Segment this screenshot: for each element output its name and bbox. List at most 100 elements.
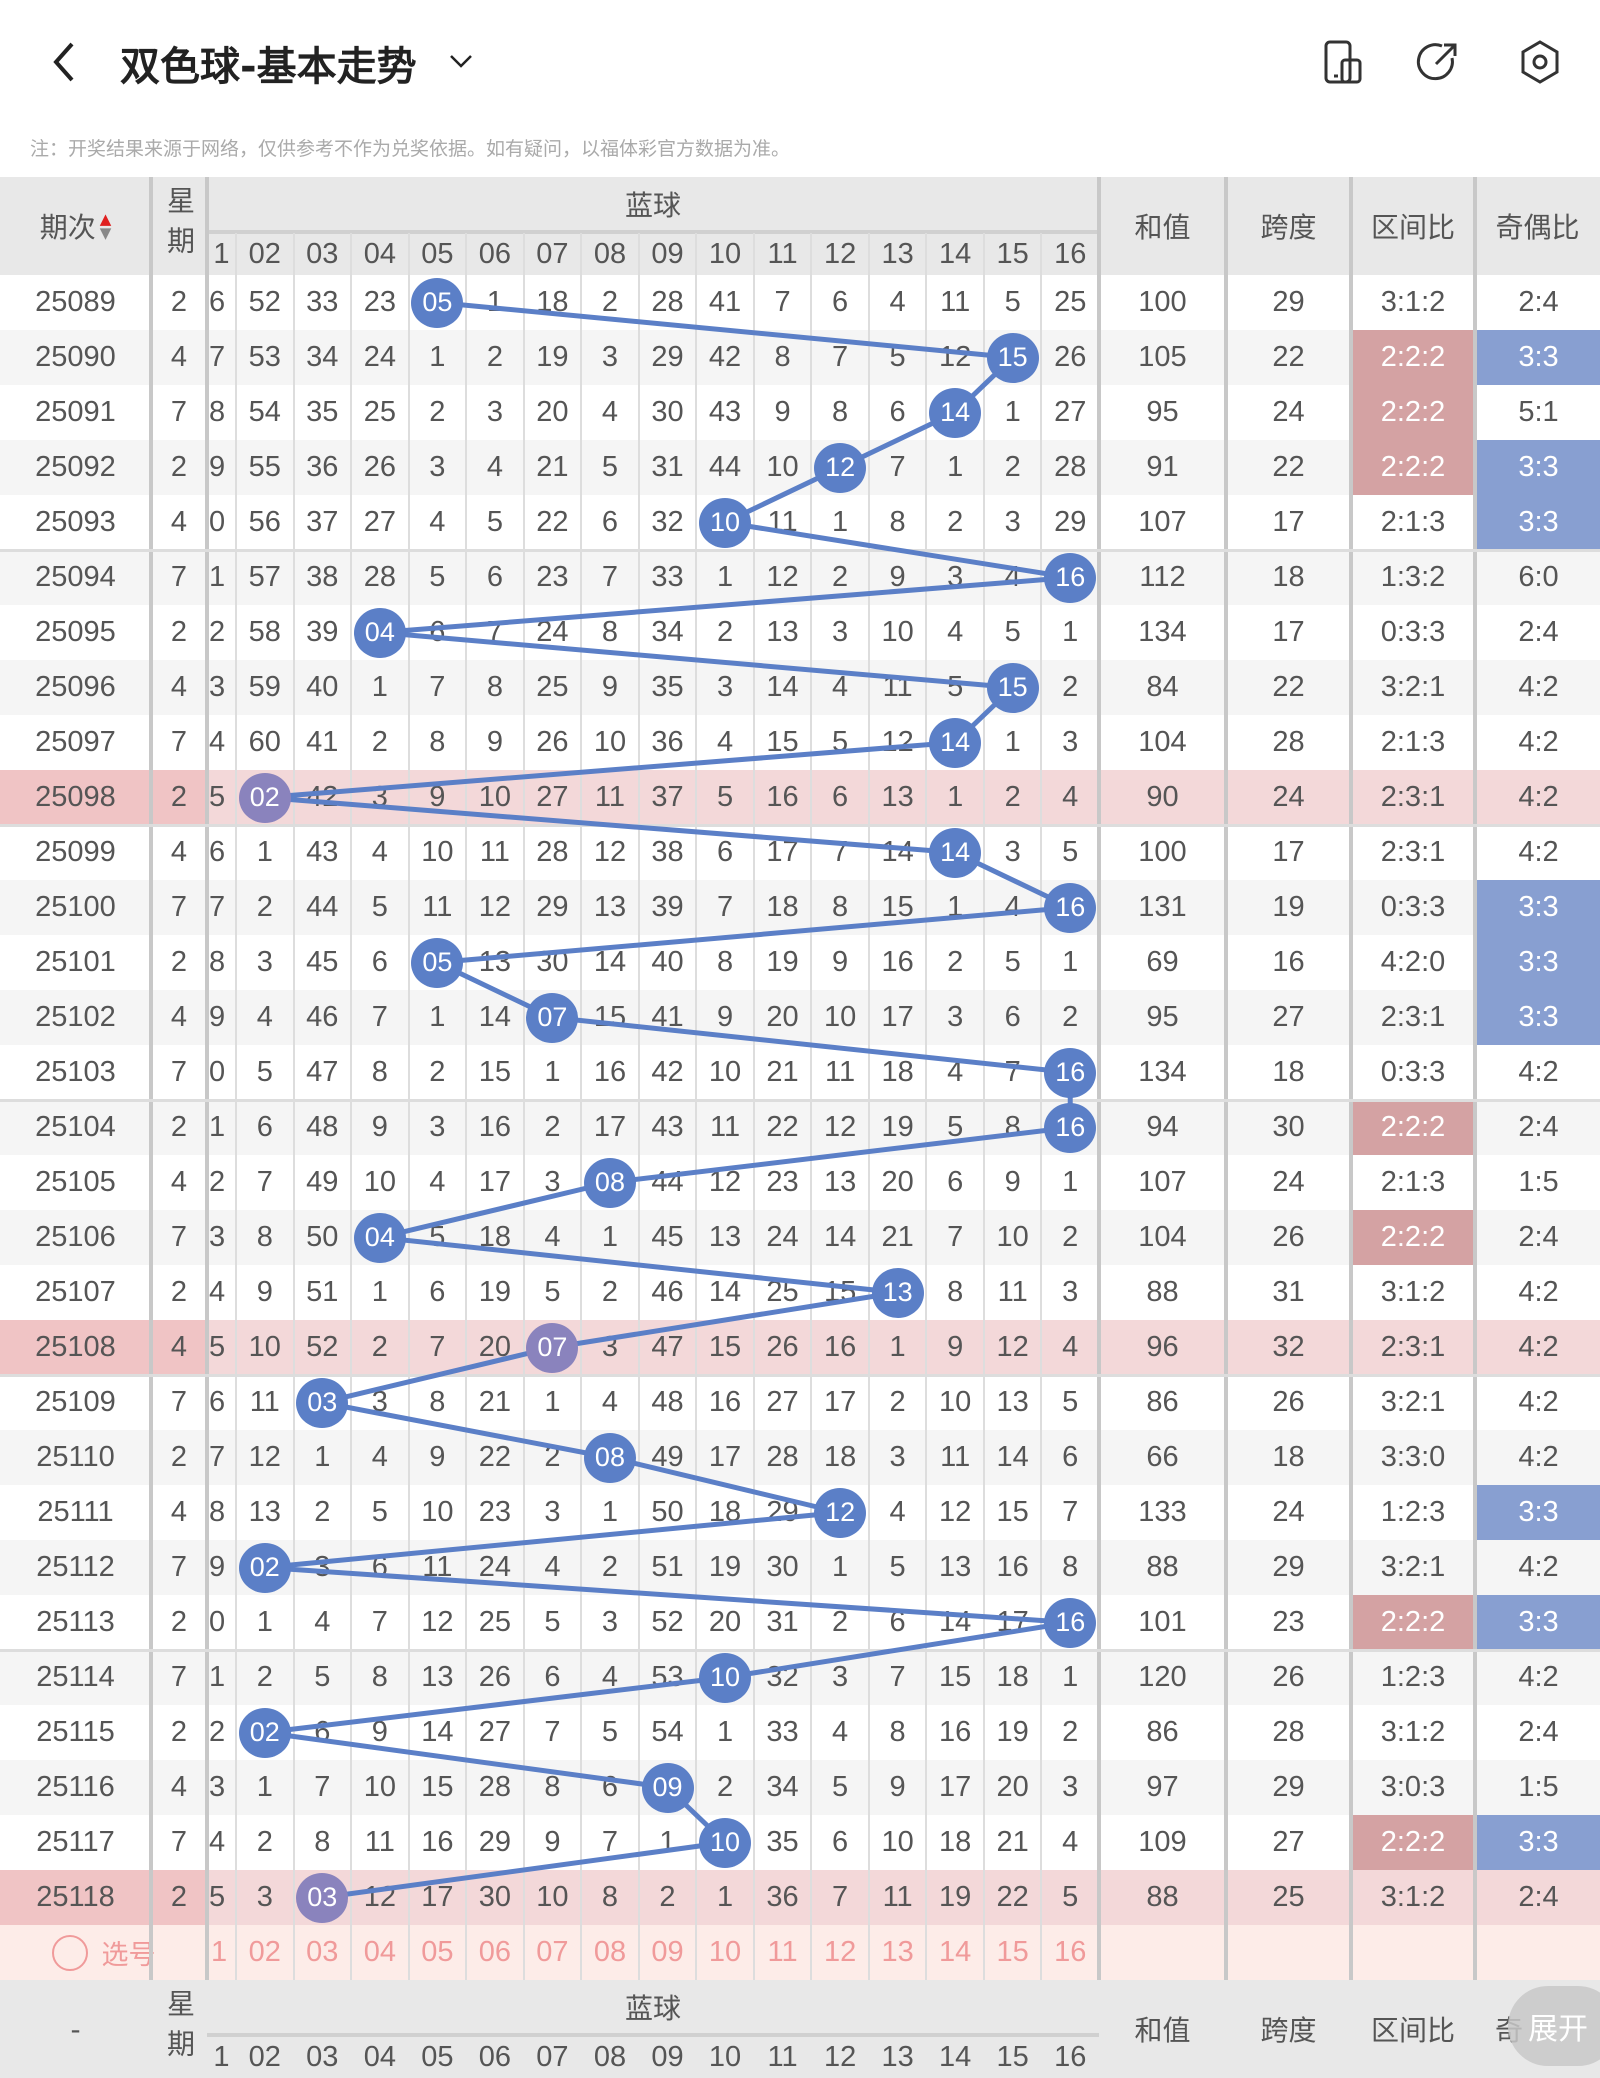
sum-cell: 105 [1138,341,1187,373]
miss-count-cell: 1 [209,1661,226,1693]
miss-count-cell: 1 [256,1771,273,1803]
select-number-16[interactable]: 16 [1054,1936,1087,1968]
table-row [0,1870,1600,1925]
miss-count-cell: 5 [209,1331,226,1363]
sum-cell: 112 [1139,561,1186,593]
weekday-cell: 2 [170,1716,188,1748]
miss-count-cell: 8 [256,1221,273,1253]
miss-count-cell: 2 [1062,1716,1079,1748]
select-number-07[interactable]: 07 [536,1936,569,1968]
back-icon[interactable] [40,38,88,86]
miss-count-cell: 17 [939,1771,972,1803]
miss-count-cell: 12 [939,1496,972,1528]
miss-count-cell: 8 [947,1276,964,1308]
miss-count-cell: 11 [364,1826,395,1858]
sort-icon[interactable]: ▲ ▼ [99,210,112,242]
miss-count-cell: 25 [536,671,569,703]
group-divider [0,549,1600,552]
miss-count-cell: 11 [422,1551,453,1583]
blue-ball: 02 [238,1542,291,1593]
sum-cell: 96 [1146,1331,1179,1363]
miss-count-cell: 3 [371,1386,388,1418]
phone-icon[interactable] [1320,38,1368,86]
miss-count-cell: 3 [256,946,273,978]
span-cell: 30 [1272,1111,1305,1143]
header-period[interactable]: 期次 ▲ ▼ [0,177,151,275]
group-divider [0,824,1600,827]
column-divider [982,233,985,1980]
expand-button[interactable]: 展开 [1508,1986,1600,2066]
select-number-1[interactable]: 1 [211,1936,228,1968]
odd-even-cell: 4:2 [1518,726,1559,758]
table-row [0,1815,1600,1870]
miss-count-cell: 5 [544,1606,561,1638]
select-number-14[interactable]: 14 [939,1936,972,1968]
miss-count-cell: 45 [651,1221,684,1253]
miss-count-cell: 1 [544,1056,561,1088]
weekday-cell: 7 [170,1826,188,1858]
select-number-06[interactable]: 06 [478,1936,512,1968]
miss-count-cell: 15 [421,1771,454,1803]
miss-count-cell: 4 [371,836,388,868]
header-blue-number: 16 [1041,233,1099,275]
sum-cell: 88 [1146,1551,1179,1583]
miss-count-cell: 1 [659,1826,676,1858]
miss-count-cell: 1 [716,1881,734,1913]
interval-ratio-cell: 3:3:0 [1380,1441,1446,1473]
miss-count-cell: 6 [601,1771,619,1803]
miss-count-cell: 15 [996,1496,1029,1528]
miss-count-cell: 5 [889,341,906,373]
miss-count-cell: 3 [947,561,964,593]
select-row [0,1925,1600,1980]
miss-count-cell: 20 [708,1606,742,1638]
odd-even-cell: 2:4 [1518,1881,1559,1913]
radio-circle-icon[interactable] [51,1934,88,1971]
miss-count-cell: 42 [708,341,742,373]
group-divider [0,1374,1600,1377]
miss-count-cell: 23 [536,561,569,593]
miss-count-cell: 44 [651,1166,684,1198]
page-title[interactable]: 双色球-基本走势 [120,44,417,90]
span-cell: 18 [1272,561,1305,593]
select-number-08[interactable]: 08 [593,1936,627,1968]
select-number-10[interactable]: 10 [708,1936,742,1968]
span-cell: 23 [1272,1606,1305,1638]
interval-ratio-cell: 3:2:1 [1380,671,1446,703]
select-number-09[interactable]: 09 [651,1936,684,1968]
span-cell: 31 [1272,1276,1305,1308]
select-number-15[interactable]: 15 [996,1936,1029,1968]
odd-even-cell: 4:2 [1518,1331,1559,1363]
miss-count-cell: 7 [947,1221,964,1253]
select-number-13[interactable]: 13 [881,1936,914,1968]
miss-count-cell: 31 [651,451,684,483]
settings-icon[interactable] [1516,38,1564,86]
odd-even-cell: 3:3 [1477,935,1600,990]
miss-count-cell: 5 [544,1276,561,1308]
miss-count-cell: 8 [371,1661,388,1693]
select-number-02[interactable]: 02 [248,1936,281,1968]
select-number-11[interactable]: 11 [767,1936,798,1968]
miss-count-cell: 28 [536,836,569,868]
interval-ratio-cell: 2:2:2 [1353,440,1473,495]
share-icon[interactable] [1414,38,1462,86]
span-cell: 24 [1272,781,1305,813]
miss-count-cell: 16 [939,1716,972,1748]
select-number-toggle[interactable]: 选号 [0,1925,207,1980]
column-divider [1097,177,1101,2056]
select-number-03[interactable]: 03 [306,1936,339,1968]
weekday-cell: 7 [170,726,188,758]
odd-even-cell: 2:4 [1518,1111,1559,1143]
span-cell: 27 [1272,1001,1305,1033]
select-number-04[interactable]: 04 [363,1936,396,1968]
header-weekday: 星期 [151,177,207,275]
miss-count-cell: 10 [593,726,627,758]
miss-count-cell: 2 [544,1111,561,1143]
chevron-down-icon[interactable] [446,46,476,76]
miss-count-cell: 4 [544,1551,561,1583]
select-number-05[interactable]: 05 [421,1936,454,1968]
miss-count-cell: 1 [371,1276,388,1308]
span-cell: 22 [1272,341,1305,373]
miss-count-cell: 10 [363,1166,396,1198]
select-number-12[interactable]: 12 [823,1936,857,1968]
column-divider [1473,177,1477,2056]
